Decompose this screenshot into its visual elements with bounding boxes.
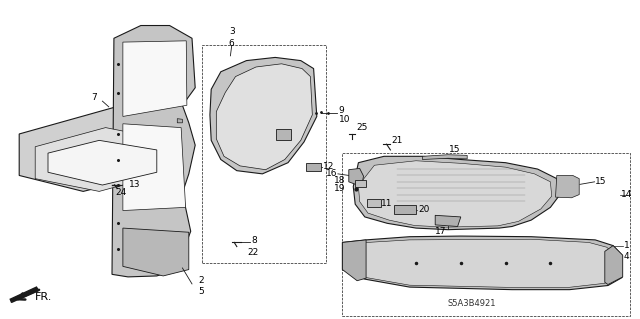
Polygon shape xyxy=(123,41,187,116)
Polygon shape xyxy=(276,129,291,140)
Polygon shape xyxy=(306,163,321,171)
Text: 10: 10 xyxy=(339,115,350,124)
Text: 14: 14 xyxy=(621,190,632,199)
Polygon shape xyxy=(48,140,157,185)
Text: 6: 6 xyxy=(229,39,234,48)
Text: 18: 18 xyxy=(334,176,346,185)
Text: 5: 5 xyxy=(198,287,204,296)
Polygon shape xyxy=(346,239,616,287)
Text: 1: 1 xyxy=(624,241,630,250)
Text: 16: 16 xyxy=(326,169,337,178)
Polygon shape xyxy=(342,236,622,290)
Polygon shape xyxy=(422,155,467,160)
Polygon shape xyxy=(342,240,366,281)
Text: 24: 24 xyxy=(116,189,127,197)
Text: 4: 4 xyxy=(624,252,630,261)
Polygon shape xyxy=(19,105,186,191)
Text: 17: 17 xyxy=(435,227,447,236)
Polygon shape xyxy=(349,168,364,187)
Text: 12: 12 xyxy=(323,162,335,171)
Bar xyxy=(202,45,326,263)
Polygon shape xyxy=(123,228,189,276)
Polygon shape xyxy=(177,119,182,123)
Text: 20: 20 xyxy=(418,205,429,214)
Polygon shape xyxy=(123,124,186,211)
Text: 19: 19 xyxy=(334,184,346,193)
Text: 25: 25 xyxy=(356,123,368,132)
Text: 15: 15 xyxy=(595,177,607,186)
Text: S5A3B4921: S5A3B4921 xyxy=(448,299,497,308)
Text: 9: 9 xyxy=(339,106,344,115)
Text: 8: 8 xyxy=(251,236,257,245)
Polygon shape xyxy=(210,57,317,174)
Bar xyxy=(342,153,630,316)
Polygon shape xyxy=(435,215,461,226)
Polygon shape xyxy=(112,26,195,277)
Text: 2: 2 xyxy=(198,276,204,285)
Polygon shape xyxy=(394,205,416,214)
Polygon shape xyxy=(353,156,560,230)
Polygon shape xyxy=(355,180,366,187)
Polygon shape xyxy=(358,161,552,227)
Text: 11: 11 xyxy=(381,199,393,208)
Text: 15: 15 xyxy=(449,145,460,154)
Polygon shape xyxy=(556,175,579,198)
Polygon shape xyxy=(35,128,170,191)
Text: 21: 21 xyxy=(392,137,403,145)
Text: 13: 13 xyxy=(129,180,140,189)
Text: 3: 3 xyxy=(229,27,234,36)
Polygon shape xyxy=(216,64,312,170)
Text: 7: 7 xyxy=(92,93,97,102)
Polygon shape xyxy=(10,287,38,302)
Text: FR.: FR. xyxy=(35,292,52,302)
Polygon shape xyxy=(605,246,623,285)
Polygon shape xyxy=(367,199,381,207)
Text: 22: 22 xyxy=(248,248,259,256)
